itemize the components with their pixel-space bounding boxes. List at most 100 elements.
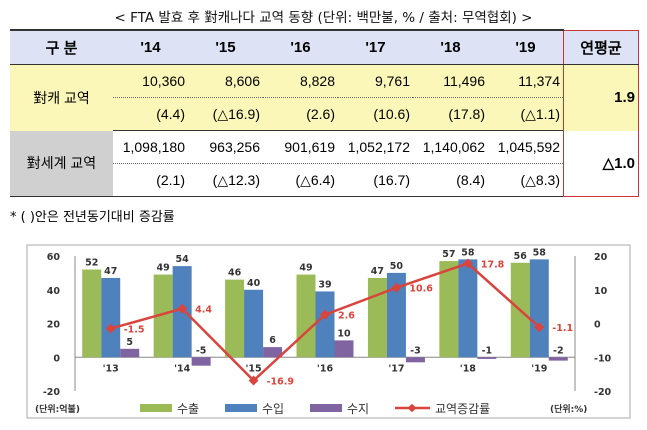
header-cell: '19 [488, 29, 564, 65]
bar-label: 47 [104, 266, 117, 277]
bar-label: 47 [371, 266, 384, 277]
left-tick-label: 20 [47, 320, 61, 331]
header-cell: '18 [413, 29, 488, 65]
change-cell: (△12.3) [188, 163, 263, 197]
legend-marker [407, 403, 417, 413]
bar-label: 50 [390, 261, 404, 272]
change-cell: (8.4) [413, 163, 488, 197]
change-cell: (17.8) [413, 97, 488, 131]
left-tick-label: 60 [47, 252, 61, 263]
value-cell: 10,360 [113, 64, 188, 98]
table-row: (4.4) (△16.9) (2.6) (10.6) (17.8) (△1.1) [10, 97, 639, 131]
legend-label: 수입 [262, 402, 284, 416]
change-cell: (△1.1) [488, 97, 564, 131]
value-cell: 1,098,180 [113, 130, 188, 164]
right-tick-label: 10 [594, 286, 608, 297]
bar-label: -2 [553, 345, 564, 356]
bar-수입 [101, 277, 121, 358]
change-cell: (2.6) [263, 97, 338, 131]
right-tick-label: 20 [594, 252, 608, 263]
bar-수지 [334, 340, 354, 358]
change-cell: (△16.9) [188, 97, 263, 131]
bar-수출 [367, 277, 387, 358]
change-cell: (4.4) [113, 97, 188, 131]
bar-수출 [225, 279, 245, 358]
bar-수지 [191, 357, 211, 366]
right-tick-label: 0 [594, 320, 601, 331]
bar-label: 39 [318, 279, 331, 290]
bar-수입 [244, 289, 264, 358]
bar-label: 57 [442, 249, 455, 260]
page-title: < FTA 발효 후 對캐나다 교역 동향 (단위: 백만불, % / 출처: … [114, 10, 533, 26]
value-cell: 1,140,062 [413, 130, 488, 164]
bar-label: 49 [299, 263, 312, 274]
bar-label: 56 [514, 251, 528, 262]
bar-label: 40 [247, 278, 261, 289]
bar-label: -1 [482, 345, 493, 356]
table-header-row: 구 분 '14 '15 '16 '17 '18 '19 연평균 [10, 29, 639, 65]
bar-수입 [458, 259, 478, 358]
header-cell: '15 [188, 29, 263, 65]
line-label: 2.6 [338, 311, 355, 322]
x-tick-label: '15 [246, 363, 262, 374]
legend-swatch [140, 404, 172, 412]
value-cell: 1,045,592 [488, 130, 564, 164]
value-cell: 901,619 [263, 130, 338, 164]
change-cell: (△8.3) [488, 163, 564, 197]
bar-label: 5 [126, 337, 133, 348]
left-tick-label: 0 [53, 353, 60, 364]
avg-cell: △1.0 [563, 130, 639, 197]
legend-label: 교역증감률 [435, 402, 490, 416]
header-cell: '14 [113, 29, 188, 65]
line-marker [534, 322, 545, 333]
bar-label: 58 [533, 247, 547, 258]
table-row: 對세계 교역 1,098,180 963,256 901,619 1,052,1… [10, 130, 639, 197]
x-tick-label: '17 [388, 363, 404, 374]
change-cell: (10.6) [338, 97, 413, 131]
change-cell: (16.7) [338, 163, 413, 197]
value-cell: 1,052,172 [338, 130, 413, 164]
bar-수입 [315, 291, 335, 358]
bar-label: 52 [85, 258, 98, 269]
x-tick-label: '13 [103, 363, 119, 374]
bar-수입 [386, 272, 406, 358]
change-cell: (△6.4) [263, 163, 338, 197]
bar-수지 [263, 347, 283, 358]
bar-label: 46 [228, 268, 242, 279]
x-tick-label: '19 [531, 363, 547, 374]
bar-수출 [153, 274, 173, 358]
value-cell: 8,828 [263, 64, 338, 98]
header-cell: '16 [263, 29, 338, 65]
trade-table: 구 분 '14 '15 '16 '17 '18 '19 연평균 對캐 교역 10… [10, 29, 639, 197]
right-tick-label: -20 [594, 387, 612, 398]
line-label: -16.9 [267, 377, 294, 388]
bar-label: -5 [196, 345, 207, 356]
bar-수출 [82, 269, 102, 358]
trade-chart: 60 40 20 0 -20 20 10 0 -10 -20 '13 '14 '15 '16 '17 '18 '… [26, 244, 631, 419]
bar-수지 [477, 357, 497, 359]
table-row: (2.1) (△12.3) (△6.4) (16.7) (8.4) (△8.3) [10, 163, 639, 197]
bar-수지 [548, 357, 568, 361]
change-cell: (2.1) [113, 163, 188, 197]
line-label: 10.6 [409, 284, 433, 295]
right-tick-label: -10 [594, 353, 612, 364]
left-tick-label: -20 [43, 387, 61, 398]
legend-label: 수지 [347, 402, 369, 416]
right-axis-unit: (단위:%) [550, 403, 587, 415]
legend-swatch [310, 404, 342, 412]
bar-label: 10 [337, 328, 351, 339]
x-tick-label: '18 [460, 363, 477, 374]
line-label: -1.1 [552, 323, 573, 334]
bar-label: -3 [410, 345, 421, 356]
header-cell: '17 [338, 29, 413, 65]
legend-swatch [225, 404, 257, 412]
bar-수지 [405, 357, 425, 363]
value-cell: 11,496 [413, 64, 488, 98]
x-tick-label: '16 [317, 363, 334, 374]
header-cell: 연평균 [563, 29, 639, 65]
legend-label: 수출 [177, 402, 199, 416]
row-label: 對세계 교역 [10, 130, 113, 197]
footnote: * ( )안은 전년동기대비 증감률 [10, 210, 175, 225]
left-axis-unit: (단위:억불) [35, 403, 80, 415]
value-cell: 9,761 [338, 64, 413, 98]
